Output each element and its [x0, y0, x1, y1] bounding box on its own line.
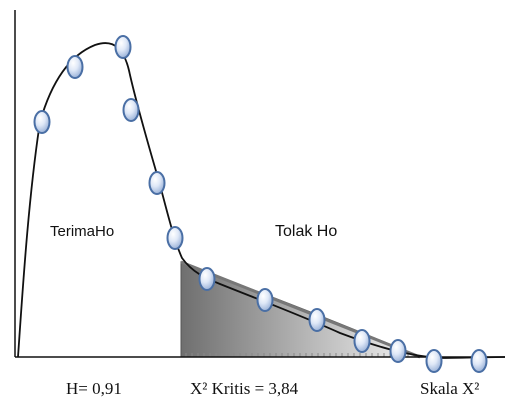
curve-marker: [353, 329, 371, 353]
curve-marker: [389, 339, 407, 363]
curve-marker: [308, 308, 326, 332]
axis-scale-label: Skala X²: [420, 379, 479, 398]
curve-marker: [256, 288, 274, 312]
curve-marker: [166, 226, 184, 250]
reject-region-label: Tolak Ho: [275, 223, 337, 240]
curve-marker: [66, 55, 84, 79]
curve-marker: [33, 110, 51, 134]
curve-marker: [122, 98, 140, 122]
curve-marker: [470, 349, 488, 373]
critical-value-label: X² Kritis = 3,84: [190, 379, 299, 398]
accept-region-label: TerimaHo: [50, 223, 114, 240]
h-value-label: H= 0,91: [66, 379, 122, 398]
curve-marker: [198, 267, 216, 291]
curve-marker: [425, 349, 443, 373]
curve-marker: [114, 35, 132, 59]
curve-marker: [148, 171, 166, 195]
rejection-region-edge: [180, 260, 421, 359]
curve-markers: [33, 35, 488, 373]
